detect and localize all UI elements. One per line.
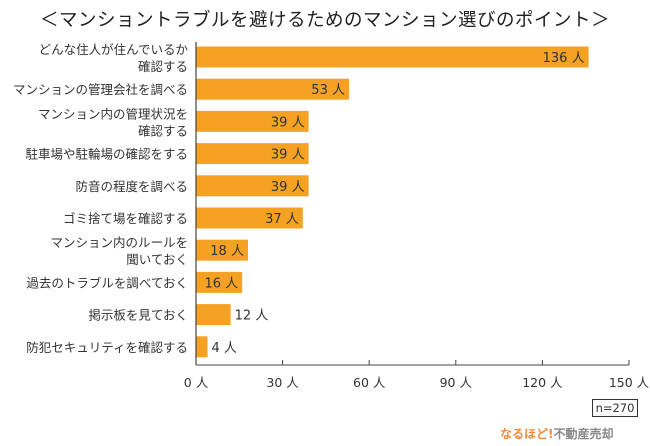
- category-label: マンションの管理会社を調べる: [13, 82, 188, 97]
- x-tick-label: 120 人: [522, 375, 563, 390]
- data-label: 16 人: [204, 276, 238, 291]
- data-label: 39 人: [271, 148, 305, 163]
- category-label: 駐車場や駐輪場の確認をする: [25, 147, 188, 162]
- x-tick-label: 90 人: [440, 375, 473, 390]
- chart-title: ＜マンショントラブルを避けるためのマンション選びのポイント＞: [39, 10, 610, 31]
- bar: [196, 271, 243, 293]
- category-label: 過去のトラブルを調べておく: [26, 275, 188, 290]
- bar: [196, 239, 248, 261]
- data-label: 39 人: [271, 115, 305, 130]
- data-label: 4 人: [212, 341, 237, 356]
- category-label: 掲示板を見ておく: [88, 308, 188, 323]
- brand-logo: なるほど!不動産売却: [500, 425, 614, 442]
- category-label: 防音の程度を調べる: [75, 179, 188, 194]
- category-label: 確認する: [138, 123, 188, 138]
- data-label: 12 人: [235, 309, 269, 324]
- sample-size-note: n=270: [592, 399, 638, 417]
- bar: [196, 207, 303, 229]
- category-label: 聞いておく: [126, 252, 188, 267]
- data-label: 37 人: [265, 212, 299, 227]
- x-tick-label: 30 人: [266, 375, 299, 390]
- data-label: 136 人: [543, 51, 585, 66]
- category-label: 防犯セキュリティを確認する: [26, 340, 188, 355]
- bar: [196, 78, 349, 100]
- logo-mark: !: [548, 427, 554, 441]
- bar: [196, 46, 589, 68]
- x-tick-label: 0 人: [184, 375, 209, 390]
- category-label: マンション内のルールを: [50, 235, 188, 250]
- category-label: ゴミ捨て場を確認する: [63, 211, 188, 226]
- x-tick-label: 150 人: [609, 375, 650, 390]
- bar: [196, 175, 309, 197]
- bar: [196, 304, 231, 326]
- category-label: マンション内の管理状況を: [38, 106, 188, 121]
- bar: [196, 336, 208, 358]
- data-label: 53 人: [311, 83, 345, 98]
- bar: [196, 110, 309, 132]
- category-label: どんな住人が住んでいるか: [39, 42, 189, 57]
- data-label: 39 人: [271, 180, 305, 195]
- data-label: 18 人: [210, 244, 244, 259]
- x-tick-label: 60 人: [353, 375, 386, 390]
- bar: [196, 143, 309, 165]
- logo-text-2: 不動産売却: [553, 427, 614, 441]
- logo-text-1: なるほど: [500, 427, 549, 441]
- category-label: 確認する: [138, 59, 188, 74]
